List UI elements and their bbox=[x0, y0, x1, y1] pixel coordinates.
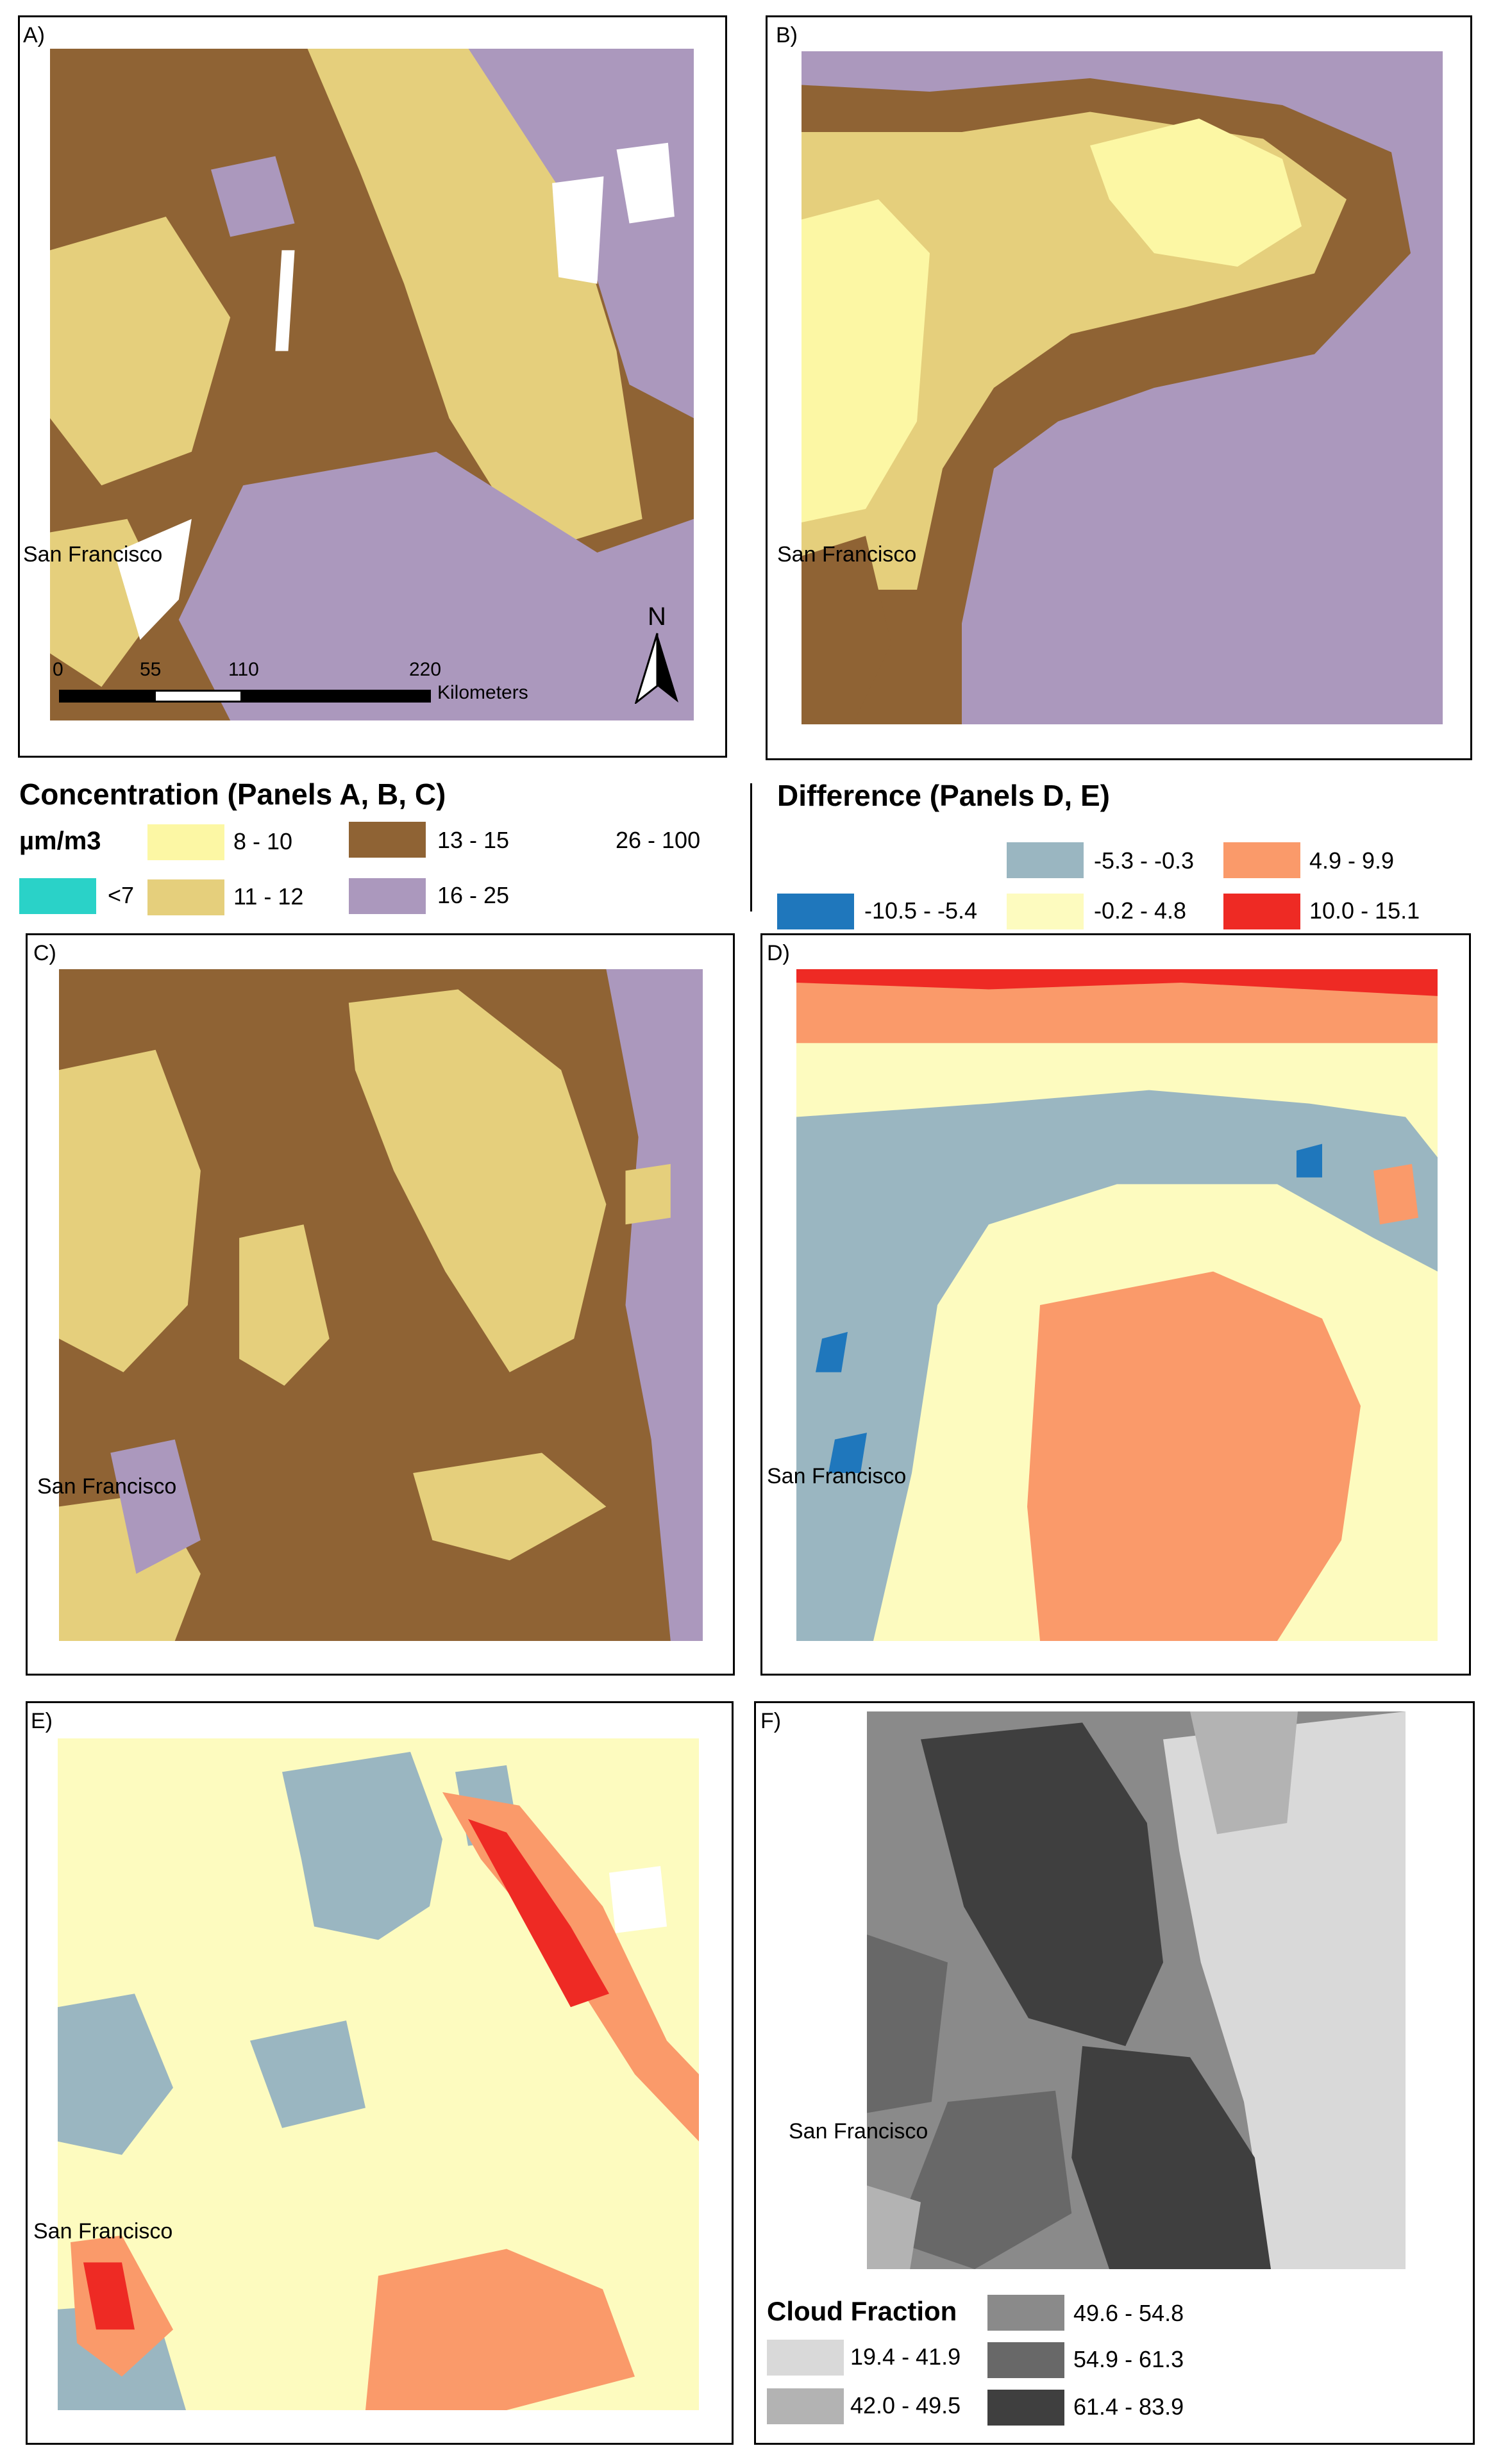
map-panel-c bbox=[59, 969, 703, 1641]
legend-label-neg5-3: -5.3 - -0.3 bbox=[1094, 847, 1195, 874]
city-label-san-francisco: San Francisco bbox=[789, 2119, 928, 2144]
legend-swatch-16-25 bbox=[349, 878, 426, 914]
legend-swatch-10-0 bbox=[1223, 894, 1300, 929]
city-label-san-francisco: San Francisco bbox=[777, 542, 917, 567]
legend-label-11-12: 11 - 12 bbox=[233, 883, 304, 910]
legend-swatch-54-9 bbox=[987, 2342, 1064, 2378]
legend-divider bbox=[750, 783, 752, 912]
legend-swatch-lt7 bbox=[19, 878, 96, 914]
legend-label-neg0-2: -0.2 - 4.8 bbox=[1094, 897, 1187, 924]
legend-swatch-26-100 bbox=[530, 822, 607, 858]
city-label-san-francisco: San Francisco bbox=[37, 1474, 177, 1499]
panel-c-label: C) bbox=[33, 941, 56, 965]
difference-legend-title: Difference (Panels D, E) bbox=[777, 779, 1110, 812]
map-panel-f bbox=[867, 1711, 1406, 2269]
panel-a-label: A) bbox=[23, 23, 45, 47]
north-arrow-icon bbox=[635, 633, 678, 704]
legend-label-16-25: 16 - 25 bbox=[437, 882, 510, 908]
legend-label-10-0: 10.0 - 15.1 bbox=[1309, 897, 1420, 924]
panel-e-label: E) bbox=[31, 1709, 53, 1733]
legend-swatch-13-15 bbox=[349, 822, 426, 858]
map-panel-a bbox=[50, 49, 694, 720]
legend-swatch-42-0 bbox=[767, 2388, 844, 2424]
panel-b-label: B) bbox=[776, 23, 798, 47]
north-label: N bbox=[648, 603, 666, 631]
scale-bar-segment bbox=[154, 690, 242, 703]
scale-tick-220: 220 bbox=[409, 659, 442, 680]
legend-label-61-4: 61.4 - 83.9 bbox=[1073, 2393, 1184, 2420]
city-label-san-francisco: San Francisco bbox=[33, 2219, 173, 2243]
scale-tick-0: 0 bbox=[53, 659, 63, 680]
legend-swatch-neg5-3 bbox=[1007, 842, 1084, 878]
legend-label-26-100: 26 - 100 bbox=[616, 827, 701, 853]
legend-swatch-11-12 bbox=[147, 879, 224, 915]
legend-swatch-19-4 bbox=[767, 2340, 844, 2376]
city-label-san-francisco: San Francisco bbox=[23, 542, 163, 567]
city-label-san-francisco: San Francisco bbox=[767, 1464, 907, 1488]
concentration-legend-unit: µm/m3 bbox=[19, 827, 101, 855]
legend-swatch-4-9 bbox=[1223, 842, 1300, 878]
legend-label-13-15: 13 - 15 bbox=[437, 827, 510, 853]
cloud-legend-title: Cloud Fraction bbox=[767, 2296, 957, 2326]
scale-tick-55: 55 bbox=[140, 659, 162, 680]
legend-swatch-49-6 bbox=[987, 2295, 1064, 2331]
scale-bar-segment bbox=[59, 690, 154, 703]
legend-label-42-0: 42.0 - 49.5 bbox=[850, 2392, 961, 2418]
panel-d-label: D) bbox=[767, 941, 790, 965]
map-panel-e bbox=[58, 1738, 699, 2410]
scale-bar bbox=[59, 690, 431, 703]
legend-label-19-4: 19.4 - 41.9 bbox=[850, 2343, 961, 2370]
legend-swatch-neg0-2 bbox=[1007, 894, 1084, 929]
legend-label-54-9: 54.9 - 61.3 bbox=[1073, 2346, 1184, 2372]
legend-swatch-61-4 bbox=[987, 2390, 1064, 2426]
scale-unit: Kilometers bbox=[437, 682, 528, 703]
legend-label-4-9: 4.9 - 9.9 bbox=[1309, 847, 1395, 874]
panel-f-label: F) bbox=[760, 1709, 782, 1733]
scale-bar-segment bbox=[242, 690, 431, 703]
map-panel-b bbox=[802, 51, 1443, 724]
legend-swatch-neg10-5 bbox=[777, 894, 854, 929]
legend-label-lt7: <7 bbox=[108, 882, 135, 908]
legend-swatch-8-10 bbox=[147, 824, 224, 860]
legend-label-8-10: 8 - 10 bbox=[233, 828, 293, 854]
legend-label-neg10-5: -10.5 - -5.4 bbox=[864, 897, 978, 924]
map-panel-d bbox=[796, 969, 1438, 1641]
concentration-legend-title: Concentration (Panels A, B, C) bbox=[19, 778, 446, 811]
legend-label-49-6: 49.6 - 54.8 bbox=[1073, 2300, 1184, 2326]
scale-tick-110: 110 bbox=[228, 659, 259, 680]
